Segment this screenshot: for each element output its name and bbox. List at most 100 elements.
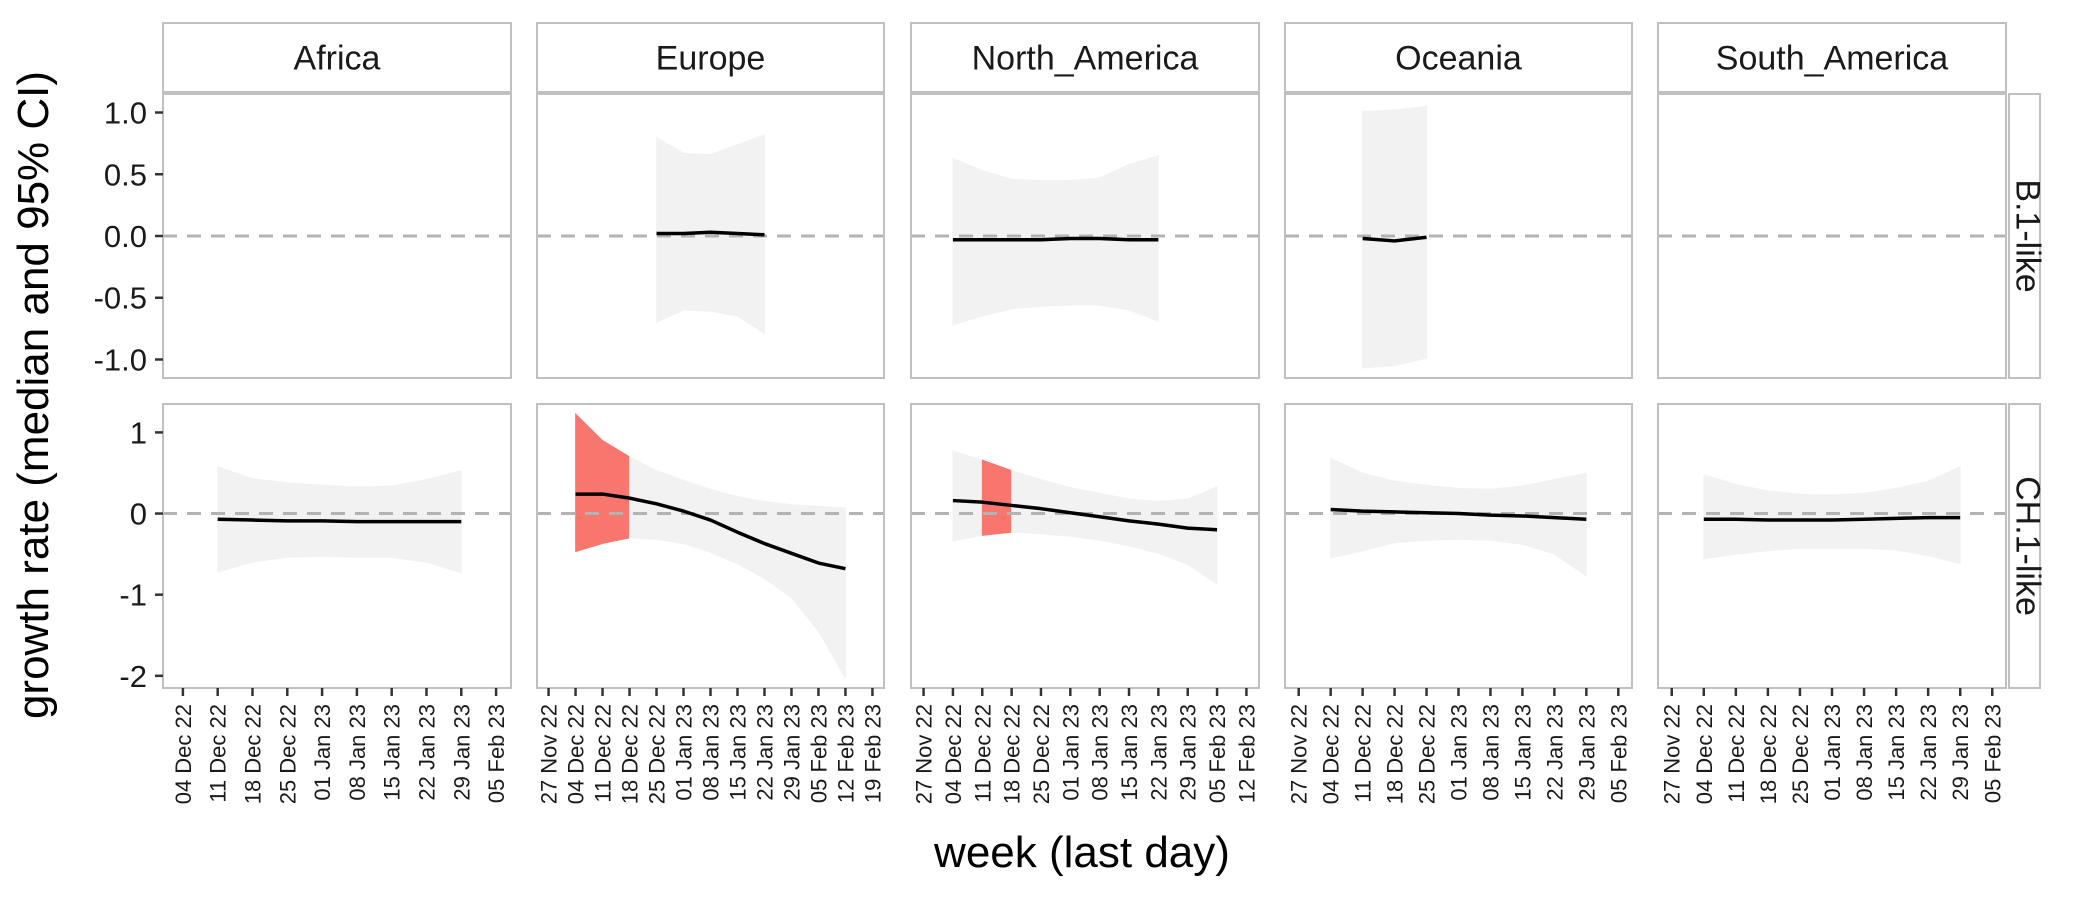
- x-tick-label: 11 Dec 22: [206, 704, 231, 803]
- x-tick-label: 25 Dec 22: [275, 704, 300, 804]
- ci-band-north-america-ch-1-like: [952, 450, 983, 542]
- panel-frame-south-america-b-1-like: [1657, 93, 2007, 379]
- median-line-europe-ch-1-like: [575, 492, 846, 571]
- ci-band-highlight-north-america-ch-1-like: [981, 459, 1013, 536]
- x-tick-label: 27 Nov 22: [537, 704, 562, 804]
- x-tick-label: 15 Jan 23: [1117, 704, 1142, 801]
- facet-strip-africa: [162, 22, 512, 93]
- x-tick-label: 29 Jan 23: [1176, 704, 1201, 801]
- y-axis-title: growth rate (median and 95% CI): [9, 71, 58, 719]
- x-tick-label: 08 Jan 23: [1478, 704, 1503, 801]
- facet-label-africa: Africa: [294, 40, 381, 78]
- ci-band-north-america-ch-1-like: [1128, 498, 1159, 554]
- x-tick-label: 01 Jan 23: [310, 704, 335, 801]
- y-tick-label: -1.0: [94, 342, 147, 377]
- panel-frame-north-america-ch-1-like: [910, 403, 1260, 689]
- x-tick-label: 15 Jan 23: [1510, 704, 1535, 801]
- x-tick-label: 04 Dec 22: [564, 704, 589, 804]
- x-tick-label: 29 Jan 23: [779, 704, 804, 801]
- y-tick-label: 1: [130, 415, 147, 450]
- x-tick-label: 29 Jan 23: [449, 704, 474, 801]
- x-tick-label: 11 Dec 22: [591, 704, 616, 803]
- x-tick-label: 04 Dec 22: [941, 704, 966, 804]
- x-tick-label: 04 Dec 22: [171, 704, 196, 804]
- x-tick-label: 05 Feb 23: [484, 704, 509, 803]
- median-line-north-america-b-1-like: [952, 236, 1159, 242]
- x-tick-label: 15 Jan 23: [380, 704, 405, 801]
- y-tick-label: 0.5: [104, 157, 147, 192]
- ci-band-oceania-ch-1-like: [1553, 472, 1587, 577]
- facet-label-oceania: Oceania: [1395, 40, 1522, 78]
- ci-band-north-america-ch-1-like: [1187, 486, 1218, 585]
- x-tick-label: 11 Dec 22: [970, 704, 995, 803]
- x-tick-label: 08 Jan 23: [1088, 704, 1113, 801]
- median-line-oceania-b-1-like: [1362, 235, 1427, 243]
- x-tick-label: 18 Dec 22: [240, 704, 265, 804]
- x-tick-label: 05 Feb 23: [1980, 704, 2005, 803]
- x-tick-label: 11 Dec 22: [1724, 704, 1749, 803]
- x-tick-label: 25 Dec 22: [1788, 704, 1813, 804]
- row-label-b-1-like: B.1-like: [2009, 179, 2047, 292]
- ci-band-north-america-b-1-like: [1069, 177, 1101, 306]
- facet-strip-europe: [536, 22, 885, 93]
- ci-band-north-america-b-1-like: [981, 170, 1013, 317]
- x-tick-label: 05 Feb 23: [1606, 704, 1631, 803]
- x-tick-label: 04 Dec 22: [1692, 704, 1717, 804]
- x-tick-label: 01 Jan 23: [1447, 704, 1472, 801]
- median-line-north-america-ch-1-like: [952, 498, 1218, 532]
- median-lines-layer: [217, 230, 1961, 571]
- median-line-south-america-ch-1-like: [1703, 515, 1961, 522]
- x-tick-label: 22 Jan 23: [1916, 704, 1941, 801]
- ci-band-north-america-ch-1-like: [1157, 498, 1189, 566]
- x-tick-label: 25 Dec 22: [1415, 704, 1440, 804]
- row-strip-b-1-like: [2008, 93, 2041, 379]
- y-tick-label: 0.0: [104, 219, 147, 254]
- y-tick-label: 1.0: [104, 96, 147, 131]
- x-tick-label: 25 Dec 22: [645, 704, 670, 804]
- x-tick-label: 25 Dec 22: [1029, 704, 1054, 804]
- x-tick-label: 27 Nov 22: [1287, 704, 1312, 804]
- x-tick-label: 19 Feb 23: [860, 704, 885, 803]
- ci-band-south-america-ch-1-like: [1703, 474, 1737, 560]
- x-tick-label: 05 Feb 23: [1205, 704, 1230, 803]
- y-tick-label: 0: [130, 497, 147, 532]
- panel-frame-africa-ch-1-like: [162, 403, 512, 689]
- row-strip-ch-1-like: [2008, 403, 2041, 689]
- panel-frame-europe-b-1-like: [536, 93, 885, 379]
- x-tick-label: 08 Jan 23: [345, 704, 370, 801]
- ci-band-north-america-ch-1-like: [1011, 469, 1042, 535]
- median-line-oceania-ch-1-like: [1330, 507, 1587, 521]
- x-tick-label: 18 Dec 22: [1383, 704, 1408, 804]
- x-tick-label: 08 Jan 23: [699, 704, 724, 801]
- x-tick-label: 22 Jan 23: [414, 704, 439, 801]
- x-tick-label: 18 Dec 22: [618, 704, 643, 804]
- x-tick-label: 29 Jan 23: [1574, 704, 1599, 801]
- ci-band-europe-ch-1-like: [791, 504, 819, 633]
- facet-label-europe: Europe: [656, 40, 766, 78]
- x-tick-label: 22 Jan 23: [752, 704, 777, 801]
- median-line-africa-ch-1-like: [217, 517, 462, 524]
- ci-band-north-america-b-1-like: [952, 157, 983, 326]
- x-tick-label: 15 Jan 23: [725, 704, 750, 801]
- facet-strip-oceania: [1284, 22, 1633, 93]
- x-tick-label: 04 Dec 22: [1319, 704, 1344, 804]
- facet-strips-layer: Africa Europe North_America Oceania South_Am…: [162, 22, 2047, 689]
- x-tick-label: 01 Jan 23: [1820, 704, 1845, 801]
- facet-strip-north-america: [910, 22, 1260, 93]
- x-tick-label: 27 Nov 22: [1660, 704, 1685, 804]
- x-tick-label: 18 Dec 22: [1756, 704, 1781, 804]
- facet-label-north-america: North_America: [972, 40, 1199, 78]
- ci-band-europe-b-1-like: [710, 144, 738, 317]
- x-axis-title: week (last day): [933, 828, 1230, 877]
- panel-frame-oceania-b-1-like: [1284, 93, 1633, 379]
- x-tick-label: 18 Dec 22: [1000, 704, 1025, 804]
- x-tick-label: 29 Jan 23: [1948, 704, 1973, 801]
- x-tick-label: 27 Nov 22: [912, 704, 937, 804]
- ci-band-highlight-europe-ch-1-like: [575, 412, 603, 553]
- x-tick-label: 01 Jan 23: [672, 704, 697, 801]
- facet-strip-south-america: [1657, 22, 2007, 93]
- reference-lines-layer: [163, 234, 2006, 516]
- x-tick-label: 11 Dec 22: [1351, 704, 1376, 803]
- median-line-europe-b-1-like: [656, 230, 765, 237]
